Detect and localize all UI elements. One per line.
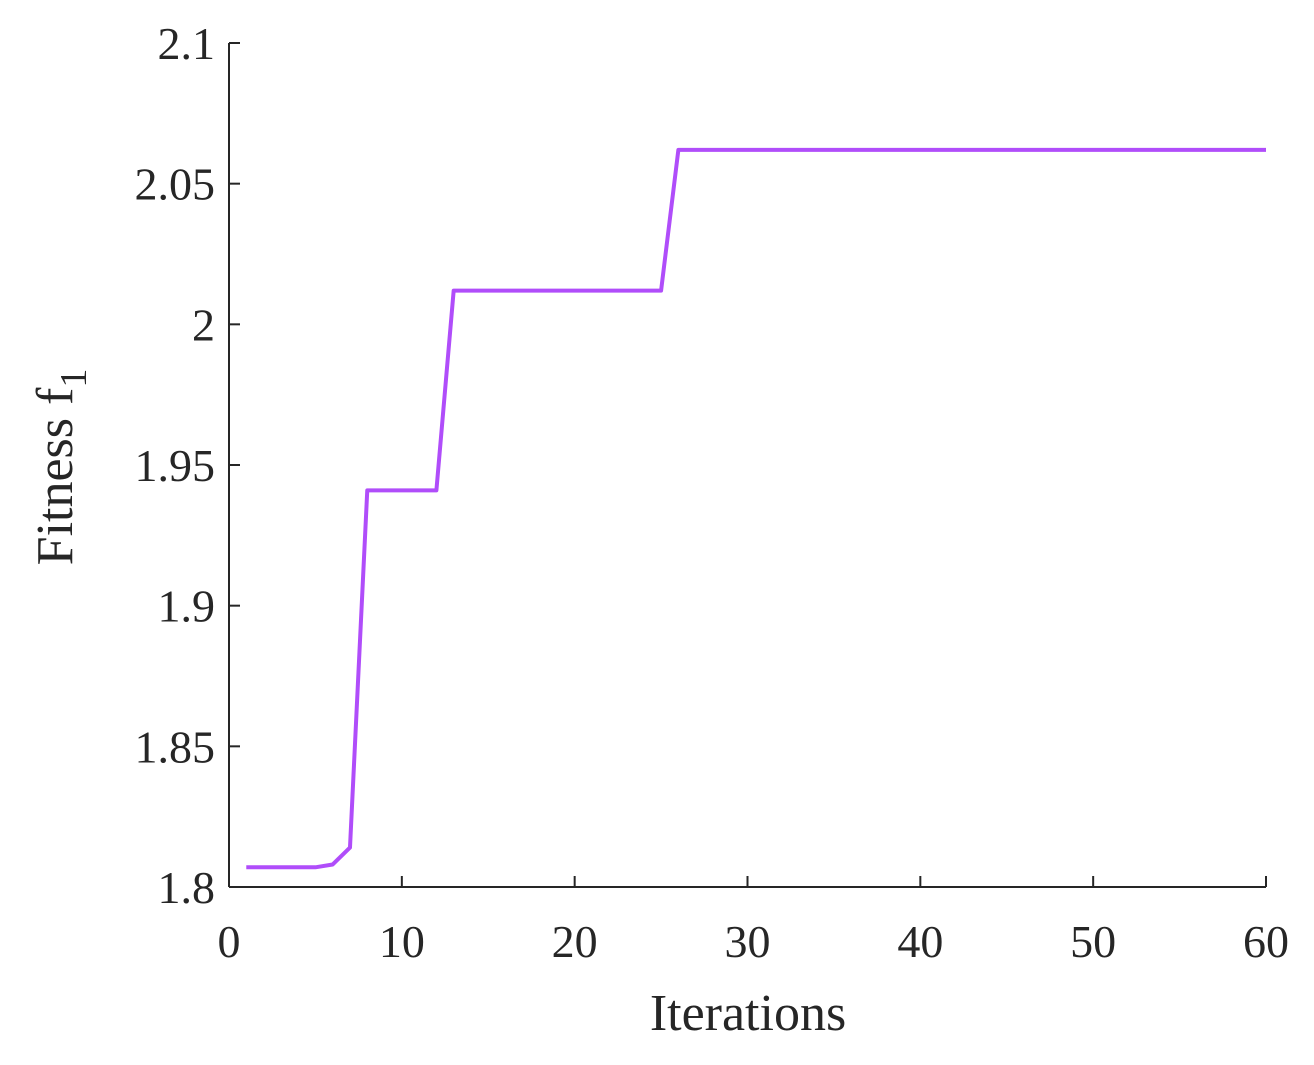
series-layer xyxy=(246,147,1266,870)
y-tick-label: 2 xyxy=(192,299,215,350)
series-line xyxy=(246,147,1266,870)
y-axis-label-subscript: 1 xyxy=(53,369,95,388)
y-axis-label: Fitness f1 xyxy=(27,369,95,566)
x-axis: 0 10 20 30 40 50 60 xyxy=(218,876,1289,967)
y-tick-label: 1.8 xyxy=(158,862,216,913)
x-tick-label: 20 xyxy=(552,916,598,967)
x-tick-label: 60 xyxy=(1243,916,1289,967)
y-axis-label-main: Fitness f xyxy=(27,387,84,565)
y-tick-label: 2.05 xyxy=(135,159,216,210)
y-tick-label: 2.1 xyxy=(158,18,216,69)
y-tick-label: 1.85 xyxy=(135,721,216,772)
x-tick-label: 10 xyxy=(379,916,425,967)
y-tick-label: 1.9 xyxy=(158,581,216,632)
x-tick-label: 40 xyxy=(897,916,943,967)
x-tick-label: 30 xyxy=(725,916,771,967)
y-tick-label: 1.95 xyxy=(135,440,216,491)
x-tick-label: 50 xyxy=(1070,916,1116,967)
y-axis: 1.8 1.85 1.9 1.95 2 2.05 2.1 xyxy=(135,18,240,913)
x-axis-label: Iterations xyxy=(650,985,846,1042)
x-tick-label: 0 xyxy=(218,916,241,967)
